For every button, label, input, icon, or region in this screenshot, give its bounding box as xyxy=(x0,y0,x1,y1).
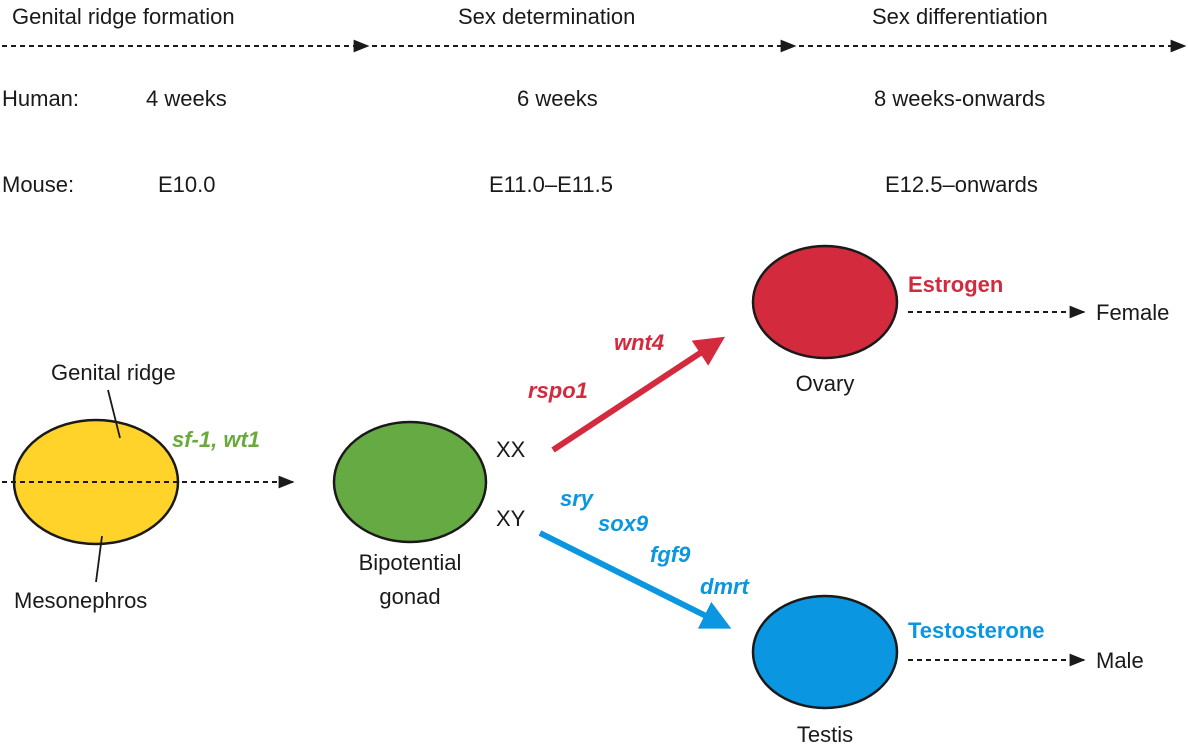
human-time-stage-2: 6 weeks xyxy=(517,86,598,111)
species-label-mouse: Mouse: xyxy=(2,172,74,197)
ovary-label: Ovary xyxy=(796,371,855,396)
mouse-time-stage-1: E10.0 xyxy=(158,172,216,197)
female-pathway-arrow xyxy=(551,336,726,453)
male-gene-dmrt: dmrt xyxy=(700,574,751,599)
male-outcome-label: Male xyxy=(1096,648,1144,673)
karyotype-xx-label: XX xyxy=(496,437,526,462)
female-outcome-label: Female xyxy=(1096,300,1169,325)
human-time-stage-3: 8 weeks-onwards xyxy=(874,86,1045,111)
mesonephros-pointer xyxy=(95,535,103,583)
bipotential-gonad-ellipse xyxy=(332,420,488,544)
mouse-time-stage-3: E12.5–onwards xyxy=(885,172,1038,197)
bipotential-gonad-label-line1: Bipotential xyxy=(359,550,462,575)
male-gene-fgf9: fgf9 xyxy=(650,542,691,567)
male-pathway-arrow xyxy=(538,530,732,629)
male-gene-sry: sry xyxy=(560,486,595,511)
testis-ellipse xyxy=(751,594,899,710)
testosterone-label: Testosterone xyxy=(908,618,1045,643)
human-time-stage-1: 4 weeks xyxy=(146,86,227,111)
male-gene-sox9: sox9 xyxy=(598,511,649,536)
female-gene-rspo1: rspo1 xyxy=(528,378,588,403)
species-label-human: Human: xyxy=(2,86,79,111)
ovary-ellipse xyxy=(751,244,899,360)
genital-ridge-pointer xyxy=(107,389,121,439)
stage-label-genital-ridge-formation: Genital ridge formation xyxy=(12,4,235,29)
estrogen-label: Estrogen xyxy=(908,272,1003,297)
mesonephros-label: Mesonephros xyxy=(14,588,147,613)
bipotential-gonad-label-line2: gonad xyxy=(379,584,440,609)
early-gene-label: sf-1, wt1 xyxy=(172,427,260,452)
stage-label-sex-differentiation: Sex differentiation xyxy=(872,4,1048,29)
female-gene-wnt4: wnt4 xyxy=(614,330,664,355)
testis-label: Testis xyxy=(797,722,853,747)
karyotype-xy-label: XY xyxy=(496,506,526,531)
mouse-time-stage-2: E11.0–E11.5 xyxy=(489,172,613,197)
genital-ridge-label: Genital ridge xyxy=(51,360,176,385)
stage-label-sex-determination: Sex determination xyxy=(458,4,635,29)
